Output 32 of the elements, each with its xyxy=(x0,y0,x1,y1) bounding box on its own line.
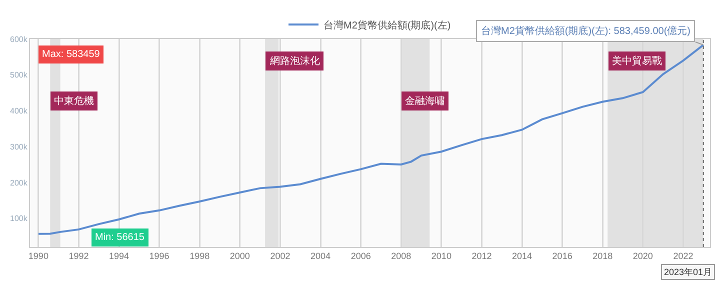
y-tick-label: 600k xyxy=(10,34,28,44)
y-tick-label: 300k xyxy=(10,142,28,152)
annotation: 台灣M2貨幣供給額(期底)(左): 583,459.00(億元) xyxy=(481,25,690,37)
x-tick-label: 2002 xyxy=(270,250,290,261)
y-tick-label: 400k xyxy=(10,106,28,116)
x-tick-label: 2018 xyxy=(592,250,613,261)
y-tick-label: 100k xyxy=(10,214,28,224)
x-tick-label: 2022 xyxy=(673,250,694,261)
x-tick-label: 2004 xyxy=(310,250,331,261)
x-tick-label: 1996 xyxy=(149,250,170,261)
x-tick-label: 2006 xyxy=(350,250,371,261)
annotation: Max: 583459 xyxy=(42,49,100,60)
x-tick-label: 2014 xyxy=(512,250,532,261)
x-tick-label: 2020 xyxy=(632,250,653,261)
band-label: 中東危機 xyxy=(54,95,94,107)
x-tick-label: 1992 xyxy=(68,250,89,261)
x-tick-label: 1990 xyxy=(28,250,48,261)
band-label: 金融海嘯 xyxy=(405,95,445,107)
x-tick-label: 1998 xyxy=(190,250,210,261)
x-tick-label: 2016 xyxy=(552,250,572,261)
x-tick-label: 2008 xyxy=(391,250,412,261)
x-tick-label: 2012 xyxy=(472,250,492,261)
x-tick-label: 2010 xyxy=(431,250,452,261)
annotation: Min: 56615 xyxy=(95,232,145,243)
ref-line-label: 2023年01月 xyxy=(664,267,712,277)
band-label: 網路泡沫化 xyxy=(269,55,320,67)
y-tick-label: 200k xyxy=(10,178,28,188)
y-tick-label: 500k xyxy=(10,70,28,80)
x-tick-label: 2000 xyxy=(230,250,250,261)
legend-label: 台灣M2貨幣供給額(期底)(左) xyxy=(324,19,451,32)
band-label: 美中貿易戰 xyxy=(612,55,662,67)
x-tick-label: 1994 xyxy=(109,250,130,261)
